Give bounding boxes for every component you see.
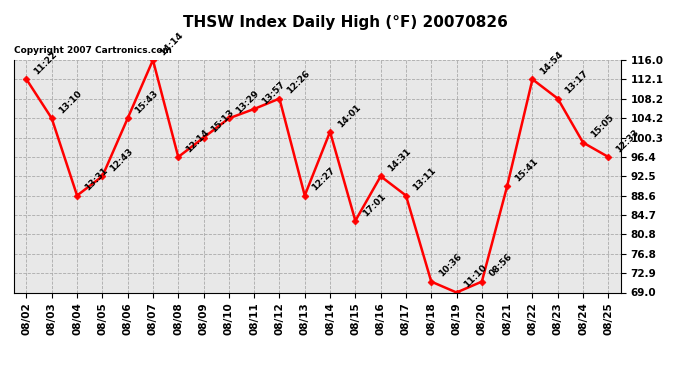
Text: 12:27: 12:27 <box>310 166 337 193</box>
Text: 12:33: 12:33 <box>614 128 640 154</box>
Text: 14:01: 14:01 <box>335 102 362 129</box>
Text: 15:41: 15:41 <box>513 157 540 183</box>
Text: 08:56: 08:56 <box>487 252 514 279</box>
Text: 13:57: 13:57 <box>259 80 286 106</box>
Text: 11:22: 11:22 <box>32 50 59 76</box>
Text: 15:05: 15:05 <box>589 113 615 140</box>
Text: 13:29: 13:29 <box>235 89 261 116</box>
Text: 15:13: 15:13 <box>209 108 236 135</box>
Text: 12:43: 12:43 <box>108 147 135 174</box>
Text: 11:10: 11:10 <box>462 263 489 290</box>
Text: THSW Index Daily High (°F) 20070826: THSW Index Daily High (°F) 20070826 <box>183 15 507 30</box>
Text: 14:14: 14:14 <box>159 30 186 57</box>
Text: 17:01: 17:01 <box>361 191 388 218</box>
Text: 12:26: 12:26 <box>285 69 312 96</box>
Text: 10:36: 10:36 <box>437 252 463 279</box>
Text: 13:31: 13:31 <box>83 166 109 193</box>
Text: 13:11: 13:11 <box>411 166 438 193</box>
Text: 12:14: 12:14 <box>184 128 210 154</box>
Text: 14:54: 14:54 <box>538 50 565 76</box>
Text: 13:17: 13:17 <box>563 69 590 96</box>
Text: Copyright 2007 Cartronics.com: Copyright 2007 Cartronics.com <box>14 46 172 56</box>
Text: 13:10: 13:10 <box>57 89 83 116</box>
Text: 15:43: 15:43 <box>133 89 160 116</box>
Text: 14:31: 14:31 <box>386 147 413 174</box>
